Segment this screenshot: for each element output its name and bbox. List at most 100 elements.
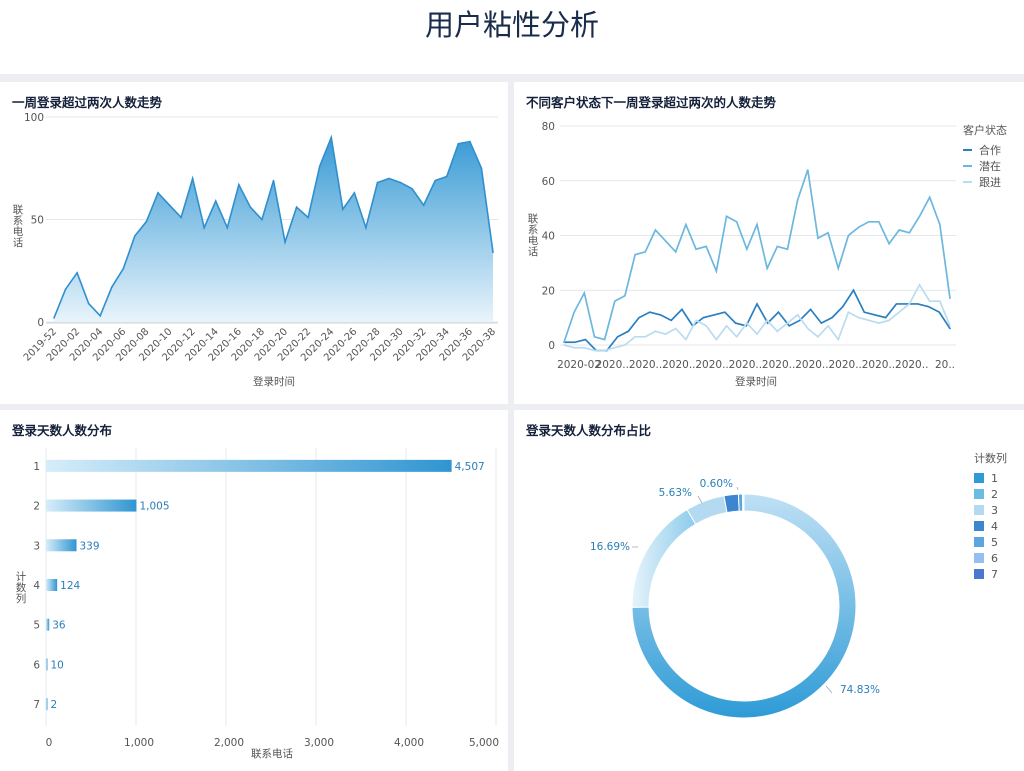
data-point: [874, 314, 876, 316]
x-tick-label: 2020..: [629, 359, 662, 371]
data-point: [820, 322, 823, 324]
data-point: [796, 199, 799, 201]
data-point: [705, 245, 707, 248]
y-tick-label: 100: [24, 112, 44, 124]
data-point: [624, 344, 626, 346]
legend-swatch: [963, 181, 972, 183]
x-tick-label: 2020..: [662, 359, 695, 371]
x-axis-title: 登录时间: [735, 375, 777, 388]
legend-item[interactable]: 4: [974, 518, 1007, 534]
x-tick-label: 2020..: [596, 359, 629, 371]
data-point: [670, 319, 672, 322]
bar: [46, 499, 137, 512]
data-point: [908, 303, 911, 305]
data-point: [469, 140, 471, 143]
bar: [46, 579, 58, 591]
data-point: [634, 336, 636, 338]
data-point: [574, 341, 576, 343]
data-point: [852, 289, 855, 291]
legend-item[interactable]: 3: [974, 502, 1007, 518]
data-point: [817, 237, 819, 239]
legend-item[interactable]: 跟进: [963, 174, 1007, 190]
panel-weekly-login-trend: 一周登录超过两次人数走势 0 50 100 2019-52 2020-02 2020-04…: [0, 82, 508, 404]
category-label: 3: [33, 540, 40, 552]
data-point: [226, 226, 229, 229]
data-point: [827, 325, 829, 327]
data-point: [715, 338, 718, 341]
x-tick-label: 2,000: [214, 737, 244, 749]
data-point: [76, 272, 78, 274]
data-point: [593, 336, 596, 338]
data-point: [342, 208, 344, 211]
legend-item[interactable]: 7: [974, 566, 1007, 582]
legend-label: 7: [991, 567, 998, 581]
legend-swatch: [974, 489, 984, 499]
data-point: [895, 303, 898, 305]
panel-title: 一周登录超过两次人数走势: [12, 95, 163, 110]
panel-status-login-trend: 不同客户状态下一周登录超过两次的人数走势 0 20 40 60 80 2020-02 202…: [514, 82, 1024, 404]
data-point: [616, 336, 619, 338]
area-chart: 0501002019-522020-022020-042020-062020-0…: [13, 112, 498, 388]
data-point: [788, 325, 790, 327]
category-label: 2: [33, 501, 40, 513]
data-point: [168, 204, 171, 206]
header: 用户粘性分析: [0, 0, 1024, 74]
data-point: [445, 175, 448, 178]
data-point: [938, 311, 940, 313]
legend-swatch: [974, 521, 984, 531]
legend-item[interactable]: 潜在: [963, 158, 1007, 174]
data-point: [766, 267, 768, 270]
data-point: [134, 235, 136, 237]
data-point: [786, 322, 789, 324]
data-point: [272, 179, 275, 182]
legend-item[interactable]: 1: [974, 470, 1007, 486]
legend-title: 客户状态: [963, 124, 1007, 137]
data-point: [434, 179, 437, 182]
data-point: [927, 305, 930, 308]
data-point: [831, 316, 833, 319]
data-point: [261, 218, 263, 221]
data-point: [734, 322, 737, 324]
legend-label: 跟进: [979, 176, 1001, 189]
y-axis-title: 计: [16, 570, 27, 583]
data-point: [99, 315, 102, 317]
data-point: [122, 267, 125, 270]
legend-item[interactable]: 合作: [963, 142, 1007, 158]
data-point: [766, 319, 768, 322]
data-point: [857, 226, 860, 228]
data-point: [908, 232, 911, 234]
category-label: 7: [33, 699, 40, 711]
x-tick-label: 20..: [935, 359, 955, 371]
data-point: [422, 204, 425, 206]
y-axis-title: 列: [16, 592, 27, 605]
y-tick-label: 0: [548, 340, 555, 352]
bar: [46, 539, 77, 552]
data-point: [863, 311, 865, 313]
bar-value-label: 1,005: [139, 501, 169, 513]
data-point: [295, 206, 298, 208]
data-point: [713, 314, 715, 316]
data-point: [756, 333, 758, 335]
legend-item[interactable]: 2: [974, 486, 1007, 502]
y-axis-title: 数: [16, 581, 27, 594]
slice-label: 5.63%: [659, 487, 692, 499]
y-axis-title: 话: [528, 246, 539, 258]
data-point: [399, 181, 402, 184]
data-point: [614, 347, 616, 349]
x-tick-label: 1,000: [124, 737, 154, 749]
data-point: [776, 330, 779, 333]
page-title: 用户粘性分析: [424, 8, 599, 42]
y-axis-title: 电: [13, 225, 24, 238]
data-point: [746, 248, 748, 250]
donut-slice-1: [631, 493, 857, 719]
data-point: [603, 338, 606, 341]
y-axis-title: 电: [528, 234, 539, 247]
data-point: [563, 341, 565, 343]
data-point: [949, 327, 951, 330]
data-point: [868, 319, 870, 322]
legend-item[interactable]: 6: [974, 550, 1007, 566]
data-point: [906, 303, 908, 305]
category-label: 4: [33, 580, 40, 592]
data-point: [705, 325, 707, 327]
legend-item[interactable]: 5: [974, 534, 1007, 550]
